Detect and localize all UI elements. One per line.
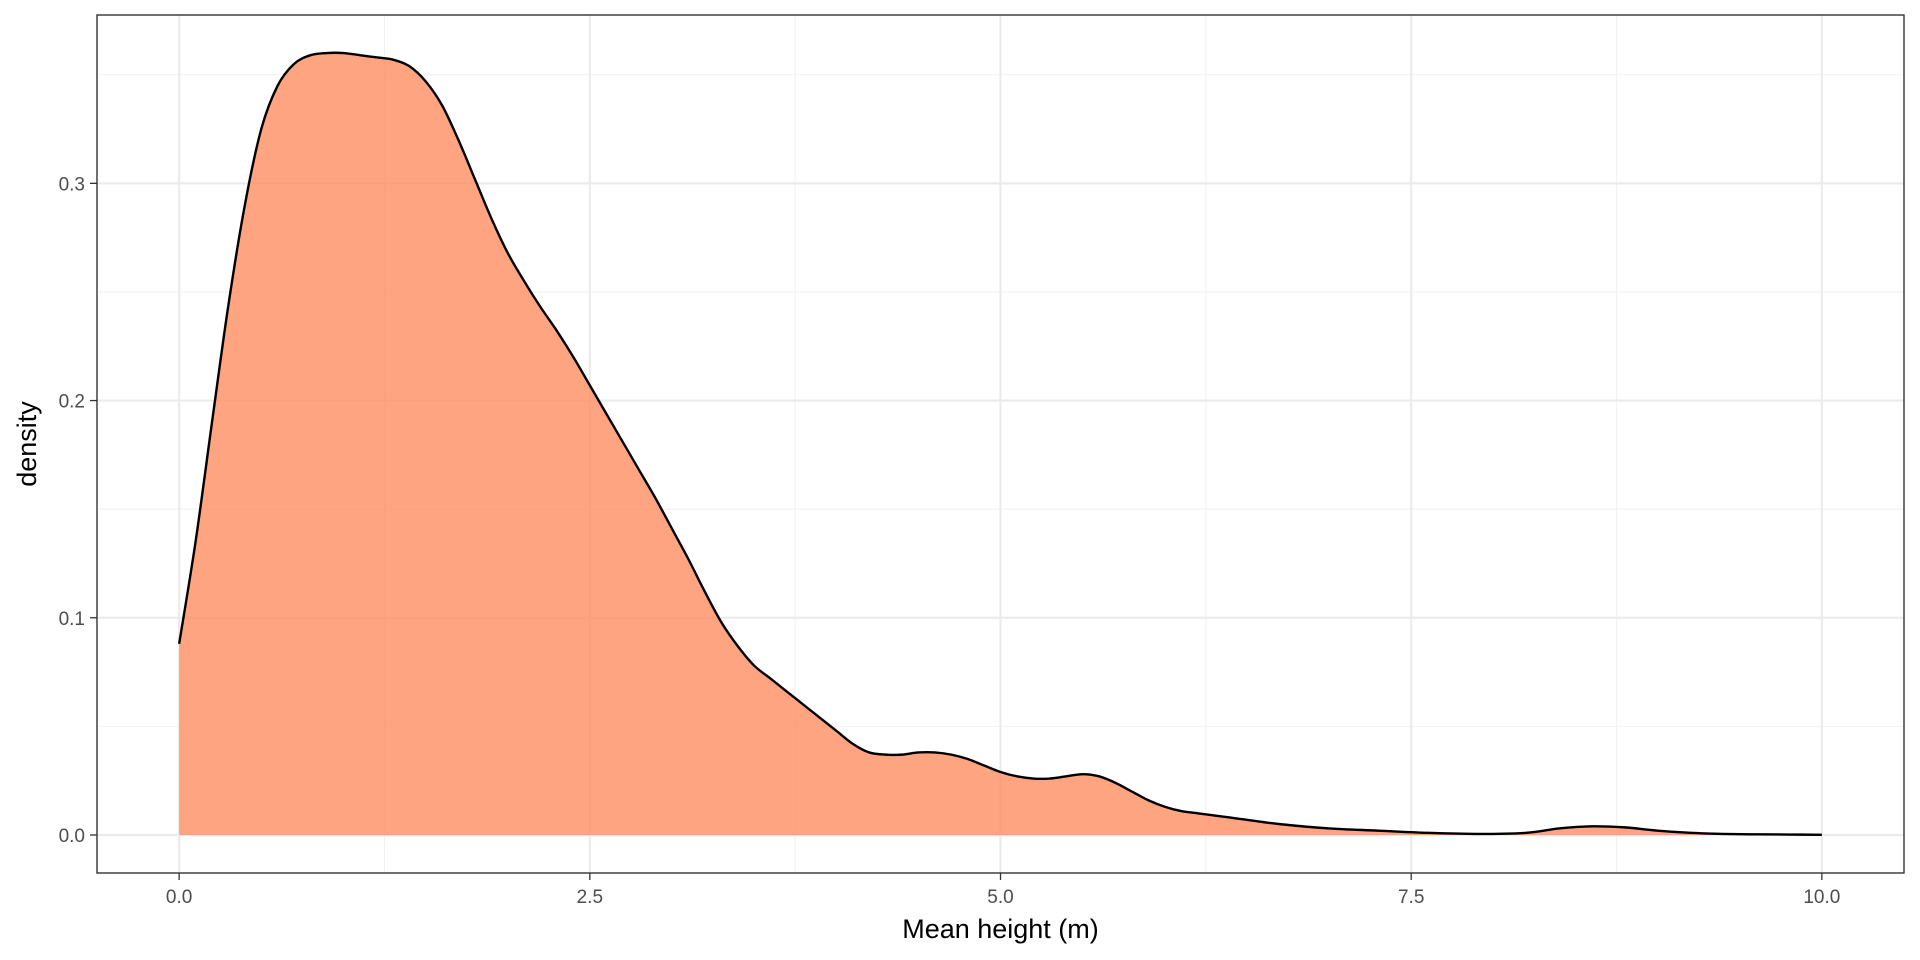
y-tick-label: 0.3 bbox=[59, 174, 85, 195]
x-axis: 0.0 2.5 5.0 7.5 10.0 bbox=[166, 873, 1840, 908]
x-tick-label: 2.5 bbox=[577, 887, 603, 908]
density-area bbox=[179, 52, 1822, 835]
x-tick-label: 0.0 bbox=[166, 887, 192, 908]
x-tick-label: 5.0 bbox=[987, 887, 1013, 908]
x-tick-label: 10.0 bbox=[1803, 887, 1840, 908]
y-tick-label: 0.0 bbox=[59, 826, 85, 847]
y-tick-label: 0.2 bbox=[59, 392, 85, 413]
x-axis-title: Mean height (m) bbox=[902, 914, 1099, 944]
density-line bbox=[177, 51, 1822, 836]
x-tick-label: 7.5 bbox=[1398, 887, 1424, 908]
y-axis: 0.0 0.1 0.2 0.3 bbox=[59, 174, 97, 847]
y-tick-label: 0.1 bbox=[59, 609, 85, 630]
y-axis-title: density bbox=[12, 401, 42, 487]
